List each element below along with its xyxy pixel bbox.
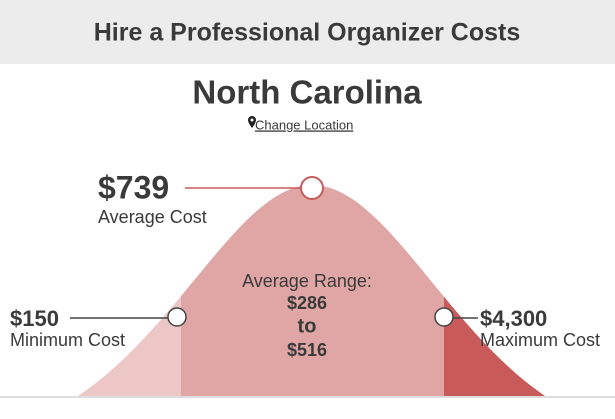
range-low: $286	[287, 293, 327, 313]
average-value: $739	[98, 169, 169, 205]
header-band	[0, 0, 615, 64]
maximum-marker	[434, 307, 454, 327]
change-location-link[interactable]: Change Location	[255, 117, 353, 132]
minimum-marker	[167, 307, 187, 327]
minimum-label: Minimum Cost	[10, 330, 125, 350]
range-label: Average Range:	[242, 271, 372, 291]
average-label: Average Cost	[98, 207, 207, 227]
bell-curve	[75, 185, 548, 398]
maximum-label: Maximum Cost	[480, 330, 600, 350]
range-high: $516	[287, 340, 327, 360]
range-connector: to	[298, 315, 317, 337]
location-name: North Carolina	[192, 74, 422, 111]
location-pin	[248, 116, 256, 128]
header-title: Hire a Professional Organizer Costs	[94, 19, 521, 47]
maximum-value: $4,300	[480, 306, 547, 331]
average-marker	[300, 176, 324, 200]
minimum-value: $150	[10, 306, 59, 331]
